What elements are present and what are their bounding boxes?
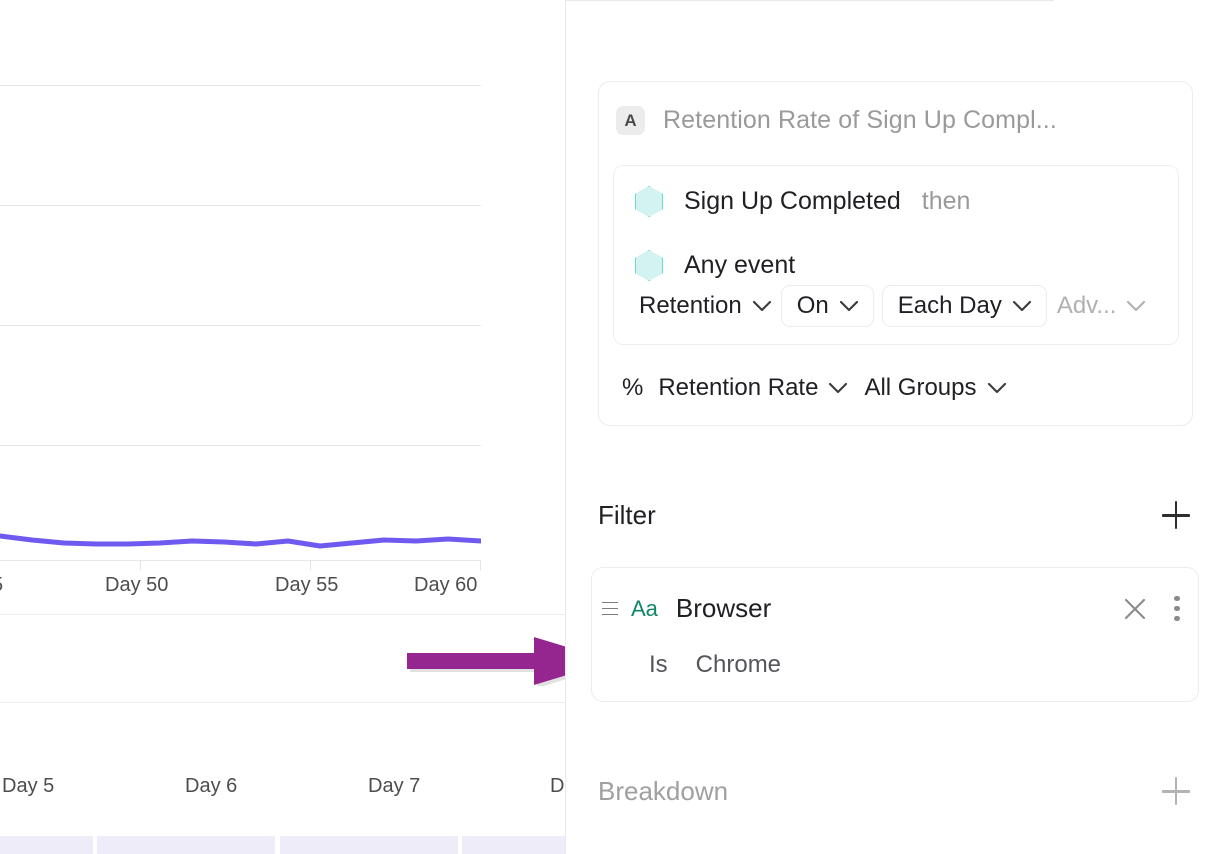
filter-item-header: Aa Browser [602,593,1180,624]
annotation-arrow-icon [407,637,616,686]
dropdown-retention-type[interactable]: Retention [637,286,773,326]
table-column-header: Day 5 [2,775,55,797]
table-cell [462,836,565,854]
query-controls-row: Retention On Each Day Adv... [637,285,1147,327]
chart-gridlines [0,0,481,470]
dropdown-metric[interactable]: Retention Rate [656,368,849,408]
kebab-menu-icon[interactable] [1174,595,1180,622]
query-title[interactable]: Retention Rate of Sign Up Compl... [663,106,1057,134]
event-row-1[interactable]: Sign Up Completed then [635,186,970,217]
axis-tick-label: Day 50 [105,574,169,596]
dropdown-label: Each Day [897,292,1002,319]
table-column-header: Day 7 [368,775,421,797]
retention-chart-pane: 5 Day 50 Day 55 Day 60 Day 5 Day 6 Day 7… [0,0,616,854]
filter-section-title: Filter [598,499,656,530]
close-icon[interactable] [1122,596,1148,622]
measure-row: % Retention Rate All Groups [622,368,1008,408]
retention-table-header: Day 5 Day 6 Day 7 D [0,775,600,825]
axis-tick-label: Day 55 [275,574,339,596]
query-builder-panel: A Retention Rate of Sign Up Compl... Sig… [565,0,1222,854]
dropdown-advanced[interactable]: Adv... [1055,286,1148,326]
chevron-down-icon [987,382,1006,393]
event-connector-label: then [921,187,971,215]
text-property-type-icon: Aa [631,595,658,621]
dropdown-label: All Groups [864,374,977,401]
breakdown-section-title: Breakdown [598,775,729,806]
dropdown-label: Retention Rate [658,374,819,401]
table-cell [97,836,275,854]
gridline [0,445,481,446]
filter-item-card[interactable]: Aa Browser Is Chrome [591,567,1199,702]
percent-icon: % [622,374,644,401]
table-cell [280,836,458,854]
axis-tick-label: 5 [0,574,3,597]
gridline [0,85,481,86]
event-name[interactable]: Any event [684,251,796,279]
add-breakdown-button[interactable] [1159,774,1193,808]
filter-item-actions [1122,595,1180,622]
table-column-header: D [550,775,565,797]
dropdown-label: Retention [639,292,742,319]
table-column-header: Day 6 [185,775,238,797]
table-cell [0,836,93,854]
filter-property-name[interactable]: Browser [675,593,772,623]
add-filter-button[interactable] [1159,498,1193,532]
event-name[interactable]: Sign Up Completed [684,187,901,215]
chevron-down-icon [1127,300,1146,311]
chart-x-axis-upper: 5 Day 50 Day 55 Day 60 [0,560,565,600]
breakdown-section-header: Breakdown [598,774,1193,808]
dropdown-on[interactable]: On [780,285,874,327]
dropdown-label: Adv... [1056,292,1117,319]
gridline [0,325,481,326]
filter-operator[interactable]: Is [649,651,668,678]
hexagon-icon [635,250,663,281]
query-card[interactable]: A Retention Rate of Sign Up Compl... Sig… [598,81,1193,426]
chevron-down-icon [829,382,848,393]
filter-section-header: Filter [598,498,1193,532]
hexagon-icon [635,186,663,217]
filter-value[interactable]: Chrome [695,651,782,678]
filter-condition-row[interactable]: Is Chrome [649,651,781,679]
chevron-down-icon [752,300,771,311]
event-definition-card: Sign Up Completed then Any event Retenti… [613,165,1179,345]
chevron-down-icon [839,300,858,311]
chevron-down-icon [1012,300,1031,311]
gridline [0,205,481,206]
retention-line-series [0,533,481,549]
event-row-2[interactable]: Any event [635,250,795,281]
dropdown-groups[interactable]: All Groups [862,368,1007,408]
section-divider [0,702,565,703]
dropdown-granularity[interactable]: Each Day [881,285,1047,327]
section-divider [0,614,565,615]
drag-handle-icon[interactable] [602,601,618,616]
query-title-row[interactable]: A Retention Rate of Sign Up Compl... [616,106,1057,135]
dropdown-label: On [796,292,829,319]
axis-tick-label: Day 60 [414,574,478,596]
query-letter-badge: A [616,106,645,135]
retention-table-row [0,836,565,854]
axis-baseline [0,560,481,561]
